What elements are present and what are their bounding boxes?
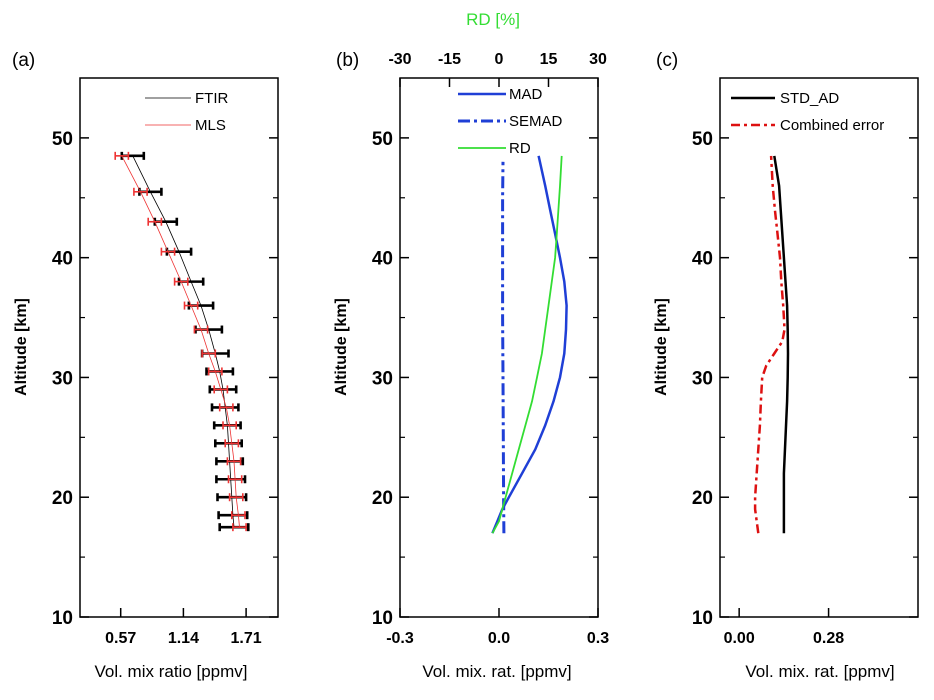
y-tick-label: 10 <box>372 608 393 629</box>
y-tick-label: 20 <box>372 488 393 509</box>
top-x-tick-label: -15 <box>438 51 461 68</box>
y-tick-label: 30 <box>52 368 73 389</box>
x-tick-label: 0.0 <box>488 630 510 647</box>
y-tick-label: 30 <box>372 368 393 389</box>
panel-label-b: (b) <box>336 50 359 71</box>
axes-frame <box>399 77 599 618</box>
top-x-tick-label: 15 <box>540 51 558 68</box>
panel-label-a: (a) <box>12 50 35 71</box>
series-line-semad <box>501 161 506 534</box>
x-tick-label: 1.14 <box>168 630 199 647</box>
legend-label: MLS <box>195 117 226 134</box>
panel-label-c: (c) <box>656 50 678 71</box>
y-tick-label: 20 <box>692 488 713 509</box>
y-tick-label: 50 <box>692 129 713 150</box>
y-tick-label: 30 <box>692 368 713 389</box>
y-axis-label: Altitude [km] <box>13 298 30 396</box>
x-tick-label: 0.3 <box>587 630 609 647</box>
top-x-tick-label: 30 <box>589 51 607 68</box>
x-axis-label: Vol. mix. rat. [ppmv] <box>422 662 571 681</box>
legend-label: MAD <box>509 86 543 103</box>
x-tick-label: -0.3 <box>386 630 414 647</box>
top-x-tick-label: 0 <box>495 51 504 68</box>
y-axis-label: Altitude [km] <box>653 298 670 396</box>
panel-c: (c) 10 20 30 40 50 0.00 0.28 Vol. mix. rat. [pp… <box>653 50 919 681</box>
series-line-combined-error <box>753 155 786 534</box>
series-line-mls <box>121 155 240 528</box>
y-tick-label: 40 <box>52 249 73 270</box>
legend-label: FTIR <box>195 90 228 107</box>
y-axis-label: Altitude [km] <box>333 298 350 396</box>
series-line-mad <box>491 155 568 534</box>
y-tick-label: 50 <box>372 129 393 150</box>
y-tick-label: 20 <box>52 488 73 509</box>
x-axis-label: Vol. mix ratio [ppmv] <box>94 662 247 681</box>
series-line-rd <box>491 155 563 534</box>
y-tick-label: 10 <box>692 608 713 629</box>
legend-label: RD <box>509 140 531 157</box>
legend-label: Combined error <box>780 117 884 134</box>
series-line-std-ad <box>773 155 790 534</box>
panel-a: (a) 10 20 30 40 50 0.57 1.14 1.71 Vol. mix ratio… <box>12 50 279 681</box>
y-tick-label: 10 <box>52 608 73 629</box>
top-axis-title: RD [%] <box>466 10 520 29</box>
axes-frame <box>719 77 919 618</box>
panel-b: (b) 10 20 30 40 50 -0.3 0.0 0.3 -30 -15 0 15 30 RD [%… <box>333 10 609 681</box>
y-tick-label: 40 <box>692 249 713 270</box>
x-tick-label: 1.71 <box>231 630 262 647</box>
x-tick-label: 0.57 <box>105 630 136 647</box>
series-line-ftir <box>132 155 235 528</box>
x-tick-label: 0.00 <box>724 630 755 647</box>
x-axis-label: Vol. mix. rat. [ppmv] <box>745 662 894 681</box>
y-tick-label: 40 <box>372 249 393 270</box>
legend-label: SEMAD <box>509 113 563 130</box>
top-x-tick-label: -30 <box>388 51 411 68</box>
x-tick-label: 0.28 <box>813 630 844 647</box>
axes-frame <box>79 77 279 618</box>
y-tick-label: 50 <box>52 129 73 150</box>
legend-label: STD_AD <box>780 90 839 107</box>
